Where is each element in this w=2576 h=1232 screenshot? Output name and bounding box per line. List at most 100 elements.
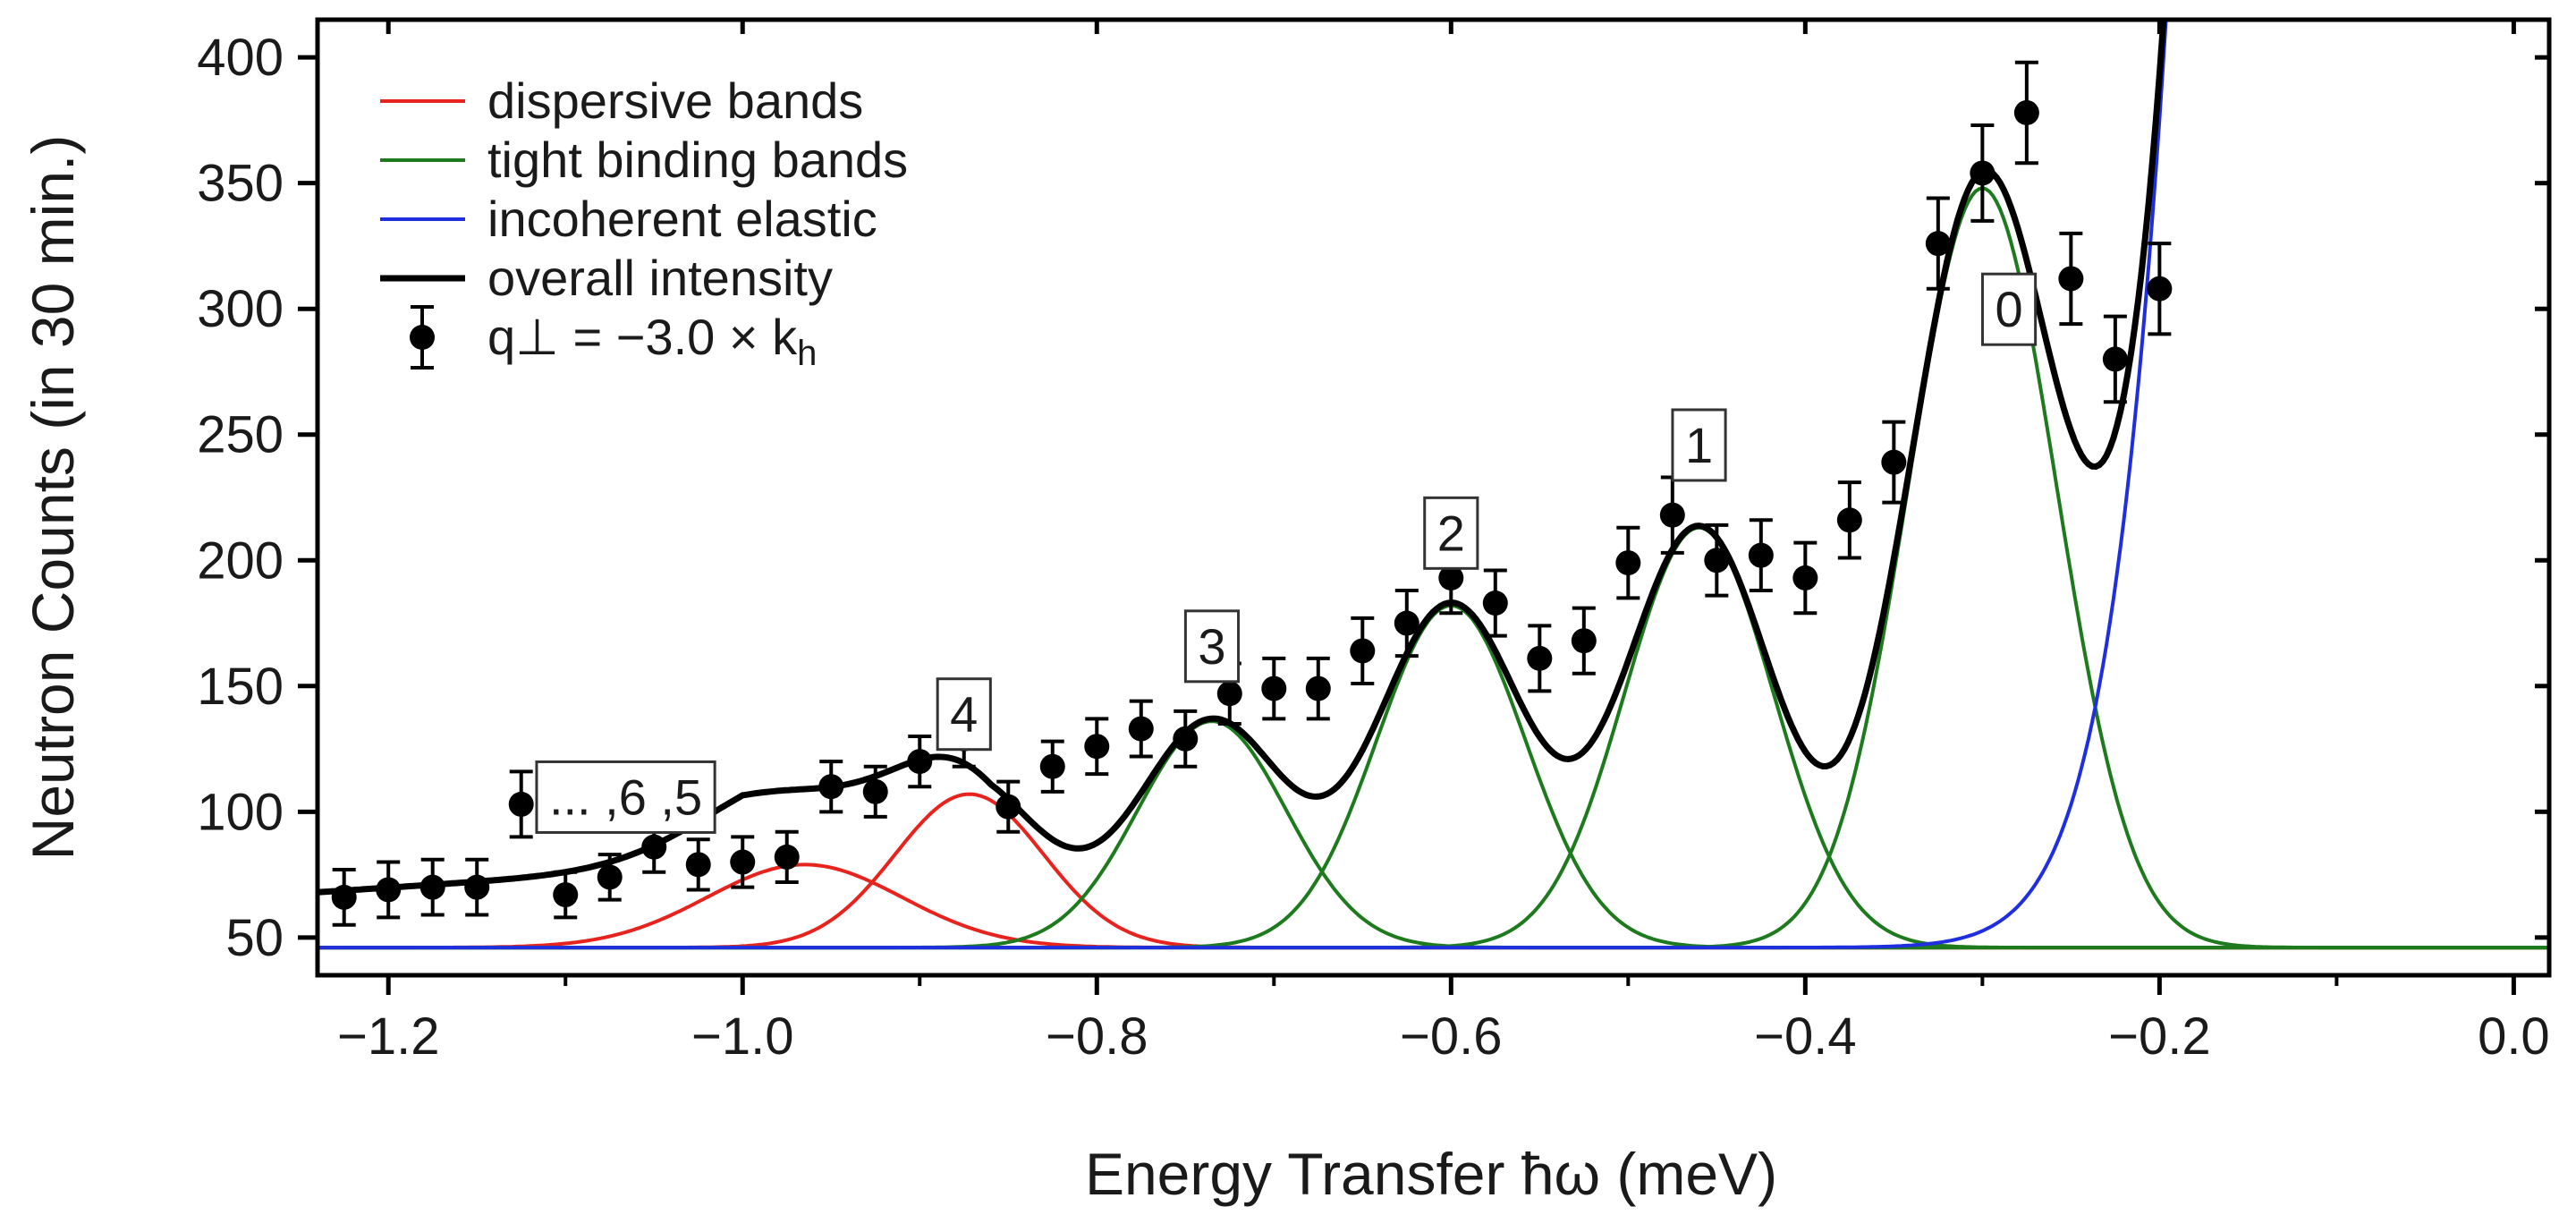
data-point [597, 853, 623, 902]
band-label: 0 [1980, 272, 2038, 346]
band-label: 1 [1671, 408, 1727, 482]
data-point [907, 735, 933, 789]
data-point [730, 835, 756, 889]
legend-label-subscript: h [797, 334, 817, 373]
data-points [331, 60, 2173, 927]
data-marker [1039, 753, 1065, 779]
data-point [419, 857, 445, 917]
data-marker [774, 844, 800, 870]
x-tick-label: −0.4 [1754, 1007, 1857, 1066]
x-tick-label: −0.6 [1400, 1007, 1503, 1066]
y-tick-label: 400 [197, 29, 284, 87]
data-marker [2058, 266, 2084, 292]
data-point [2102, 314, 2128, 404]
legend-entry: dispersive bands [380, 72, 863, 129]
data-marker [996, 794, 1021, 820]
data-marker [2013, 99, 2039, 125]
band-label-text: 2 [1437, 505, 1465, 561]
data-point [774, 829, 800, 885]
data-point [1659, 475, 1685, 555]
data-marker [1128, 716, 1154, 742]
data-point [1039, 739, 1065, 794]
data-marker [2102, 346, 2128, 372]
data-point [1704, 523, 1730, 598]
band-label-box [1423, 496, 1479, 570]
band-label-box [1980, 272, 2038, 346]
data-marker [1216, 681, 1242, 707]
data-marker [376, 877, 402, 903]
data-point [1305, 656, 1331, 721]
data-marker [2147, 276, 2173, 302]
band-label: 4 [936, 677, 992, 752]
legend-label: tight binding bands [487, 132, 908, 188]
fit-curves [318, 20, 2549, 950]
data-marker [1173, 726, 1199, 752]
data-point [2147, 242, 2173, 336]
x-axis-ticks: −1.2 −1.0 −0.8 −0.6 −0.4 −0.2 0.0 [337, 20, 2550, 1066]
data-marker [1084, 734, 1110, 760]
data-marker [1438, 565, 1464, 591]
data-point [1128, 699, 1154, 759]
data-point [1394, 588, 1419, 658]
legend-label: overall intensity [487, 250, 833, 306]
data-point [1261, 656, 1287, 721]
x-tick-label: −0.2 [2108, 1007, 2211, 1066]
data-marker [1305, 675, 1331, 701]
data-marker [685, 852, 711, 878]
data-marker [1527, 645, 1553, 671]
x-tick-label: −0.8 [1046, 1007, 1148, 1066]
band-label-text: 0 [1995, 281, 2022, 337]
plot-frame [315, 17, 2552, 978]
data-marker [1659, 502, 1685, 528]
x-tick-label: −1.0 [691, 1007, 794, 1066]
data-point [331, 867, 357, 927]
y-tick-label: 50 [225, 909, 284, 967]
data-point [1482, 568, 1508, 638]
band-label: 3 [1183, 609, 1241, 684]
data-point [1615, 525, 1641, 600]
data-point [508, 769, 534, 839]
band-label-text: ... ,6 ,5 [549, 769, 702, 825]
data-point [818, 760, 844, 814]
data-point [685, 837, 711, 892]
legend-label: dispersive bands [487, 72, 863, 129]
data-point [376, 860, 402, 920]
data-point [1970, 123, 1996, 223]
data-marker [553, 882, 579, 908]
legend-entry: incoherent elastic [380, 191, 877, 247]
data-point [1748, 518, 1774, 592]
data-marker [1881, 449, 1907, 475]
data-point [553, 870, 579, 920]
data-marker [1836, 507, 1862, 533]
data-point [2013, 60, 2039, 166]
band-labels: 0 1 2 3 4 ... ,6 ,5 [535, 272, 2038, 834]
x-tick-label: 0.0 [2478, 1007, 2550, 1066]
incoherent-elastic-curve [318, 20, 2168, 950]
x-axis-title: Energy Transfer ħω (meV) [1085, 1141, 1777, 1207]
band-label-box [535, 760, 716, 834]
data-marker [1970, 160, 1996, 186]
legend-label: q⊥ = −3.0 × kh [487, 309, 817, 373]
data-point [1571, 606, 1597, 675]
data-marker [1792, 565, 1818, 591]
band-label: 2 [1423, 496, 1479, 570]
data-marker [641, 834, 667, 860]
legend-entry: q⊥ = −3.0 × kh [410, 305, 817, 373]
data-point [1836, 480, 1862, 560]
band-label-text: 3 [1198, 618, 1225, 675]
data-marker [1704, 548, 1730, 574]
data-marker [1394, 610, 1419, 636]
band-label-text: 1 [1685, 417, 1713, 473]
tight-binding-band-1-curve [318, 525, 2549, 950]
data-point [996, 779, 1021, 834]
x-tick-label: −1.2 [337, 1007, 440, 1066]
band-label: ... ,6 ,5 [535, 760, 716, 834]
y-tick-label: 100 [197, 783, 284, 841]
data-marker [1748, 542, 1774, 568]
legend-entry: tight binding bands [380, 132, 908, 188]
data-point [1350, 616, 1376, 685]
data-marker [419, 874, 445, 900]
band-label-text: 4 [950, 686, 978, 743]
legend-entry: overall intensity [380, 250, 833, 306]
